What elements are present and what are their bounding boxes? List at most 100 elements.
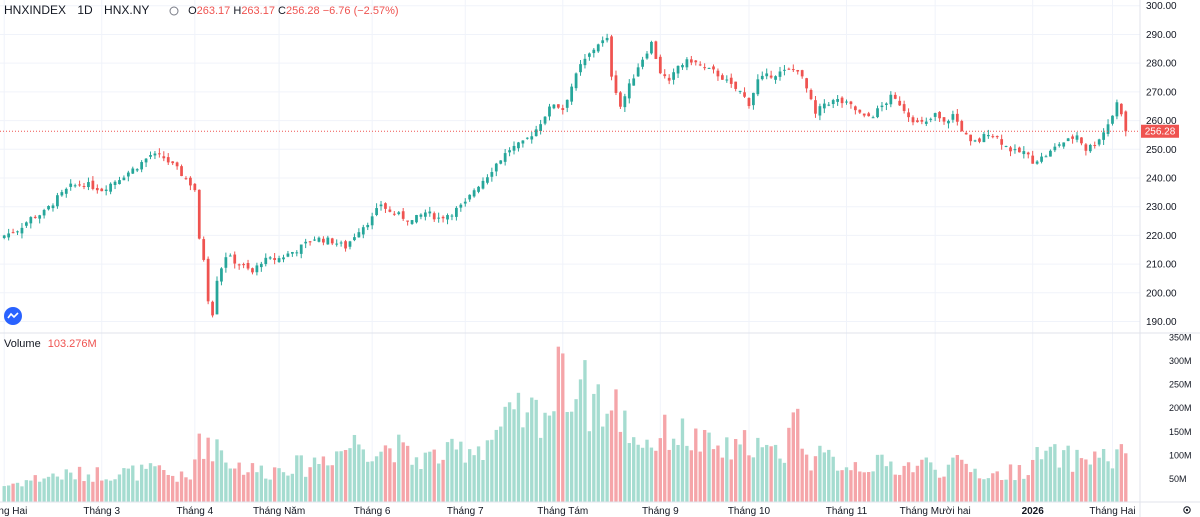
volume-bar [636, 444, 640, 502]
volume-label[interactable]: Volume [4, 338, 41, 350]
candle-body [1080, 137, 1083, 144]
candle-body [1053, 146, 1057, 151]
candle-body [255, 265, 259, 273]
candle-body [840, 97, 844, 104]
time-tick-label: Tháng 9 [642, 506, 679, 517]
volume-bar [977, 478, 982, 502]
candle-body [273, 258, 277, 261]
gear-icon[interactable] [1181, 504, 1193, 516]
volume-bar [951, 457, 955, 502]
volume-axis[interactable]: 50M 100M 150M 200M 250M 300M 350M [1169, 332, 1192, 483]
volume-bar [756, 437, 760, 502]
volume-bar [534, 399, 538, 502]
candle-body [707, 67, 711, 69]
candle-body [131, 168, 135, 174]
volume-bar [547, 415, 552, 502]
candle-body [685, 59, 689, 68]
candle-body [193, 183, 197, 191]
volume-bar [184, 477, 188, 502]
open-label: O [188, 5, 197, 17]
candle-body [38, 215, 42, 219]
candle-body [1062, 142, 1066, 147]
candle-body [942, 117, 946, 122]
volume-bar [95, 467, 99, 502]
candle-body [574, 73, 578, 89]
candle-body [189, 177, 192, 186]
volume-bar [352, 434, 357, 502]
volume-bar [255, 472, 259, 502]
tradingview-logo-icon[interactable] [4, 307, 22, 325]
volume-bar [272, 467, 277, 502]
symbol-name[interactable]: HNXINDEX [4, 3, 67, 17]
candle-body [636, 67, 640, 77]
candle-body [197, 189, 201, 239]
time-tick-label: Tháng Mười hai [900, 506, 971, 517]
candle-body [42, 210, 46, 216]
volume-bar [1035, 447, 1039, 502]
volume-bar [720, 457, 725, 502]
candle-body [986, 134, 990, 137]
volume-bar [330, 465, 334, 502]
volume-bar [117, 474, 122, 502]
volume-tick-label: 300M [1169, 356, 1192, 366]
price-tick-label: 200.00 [1146, 288, 1177, 299]
volume-bar [299, 455, 303, 502]
candle-body [366, 224, 370, 228]
open-value: 263.17 [196, 5, 231, 17]
volume-bar [694, 428, 698, 502]
volume-bar [308, 467, 312, 502]
volume-bar [1119, 444, 1124, 502]
volume-bar [1048, 446, 1053, 502]
volume-bar [55, 476, 60, 502]
price-tick-label: 230.00 [1146, 202, 1177, 213]
candle-body [512, 145, 516, 151]
volume-tick-label: 100M [1169, 450, 1192, 460]
time-tick-label: Tháng Năm [253, 506, 305, 517]
volume-bar [166, 474, 170, 502]
volume-bar [835, 470, 840, 502]
volume-bar [680, 418, 685, 502]
volume-bar [131, 465, 135, 502]
candle-body [410, 220, 414, 224]
volume-bar [357, 444, 361, 502]
candle-body [898, 100, 902, 106]
candle-body [437, 217, 441, 219]
candle-body [140, 162, 144, 170]
volume-bar [853, 462, 858, 502]
price-tick-label: 190.00 [1146, 317, 1177, 328]
candle-body [947, 120, 950, 124]
candle-body [388, 209, 392, 212]
candle-body [109, 183, 112, 192]
candle-body [610, 36, 613, 77]
candle-body [978, 138, 981, 142]
price-axis[interactable]: 190.00 200.00 210.00 220.00 230.00 240.00 250.… [1146, 1, 1177, 328]
volume-bar [69, 472, 73, 502]
volume-bar [423, 452, 428, 502]
candle-body [689, 59, 693, 63]
volume-bar [162, 470, 166, 502]
candle-body [836, 99, 840, 102]
candle-body [1049, 150, 1052, 157]
volume-bar [716, 445, 720, 502]
price-series [2, 33, 1128, 318]
volume-bar [623, 410, 627, 502]
volume-bar [206, 437, 210, 502]
close-value: 256.28 [285, 5, 320, 17]
candle-body [583, 58, 587, 66]
candle-body [441, 216, 445, 219]
candle-body [845, 101, 848, 103]
candle-body [508, 150, 511, 153]
volume-bar [1044, 450, 1048, 502]
candle-body [211, 301, 214, 316]
eye-icon[interactable] [169, 6, 179, 16]
volume-bar [561, 353, 565, 502]
time-axis[interactable]: Tháng Hai Tháng 3 Tháng 4 Tháng Năm Tháng 6 T… [0, 506, 1136, 517]
volume-bar [241, 474, 246, 502]
candle-body [25, 222, 28, 226]
interval[interactable]: 1D [77, 3, 93, 17]
volume-bar [46, 476, 51, 502]
volume-bar [100, 480, 104, 502]
volume-tick-label: 200M [1169, 403, 1192, 413]
candle-body [313, 239, 316, 241]
